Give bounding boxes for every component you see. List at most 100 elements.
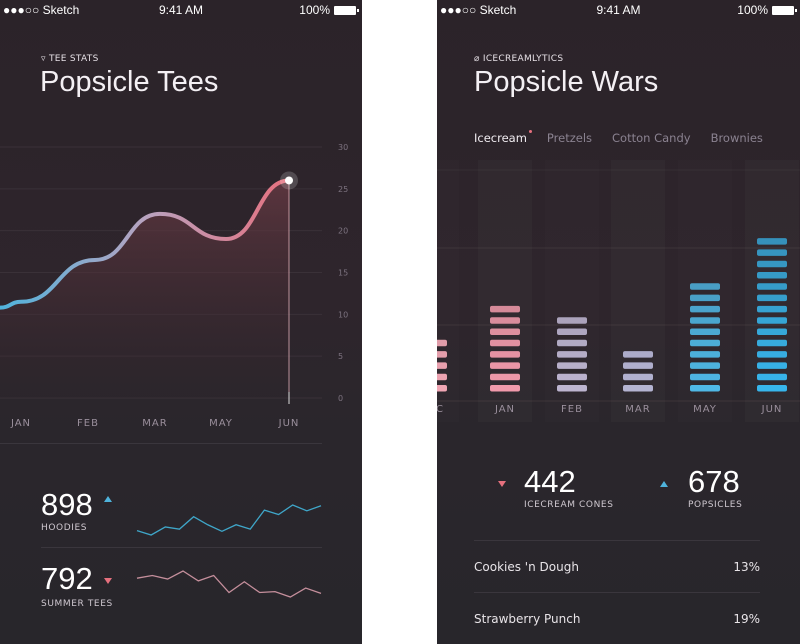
- left-phone-screen: ●●●○○ Sketch 9:41 AM 100% ▿ TEE STATS Po…: [0, 0, 362, 644]
- divider: [0, 443, 322, 444]
- item-percent: 13%: [733, 560, 760, 574]
- tab-cotton-candy[interactable]: Cotton Candy: [612, 131, 691, 145]
- area-line: [0, 178, 291, 310]
- stat-hoodies: 898 HOODIES: [41, 487, 93, 533]
- y-tick-label: 25: [338, 185, 348, 194]
- stat-label: POPSICLES: [688, 500, 743, 510]
- bar-segment: [623, 362, 653, 369]
- x-tick-label: MAR: [625, 404, 650, 415]
- area-fill: [0, 180, 289, 398]
- bar-segment: [690, 317, 720, 324]
- y-tick-label: 30: [338, 143, 348, 152]
- bar-segment: [757, 283, 787, 290]
- section-kicker: ▿ TEE STATS: [41, 54, 99, 64]
- y-tick-label: 0: [338, 394, 343, 403]
- tab-pretzels[interactable]: Pretzels: [546, 131, 593, 145]
- section-kicker: ⌀ ICECREAMLYTICS: [474, 54, 564, 64]
- bar-segment: [757, 373, 787, 381]
- bar-segment: [490, 373, 520, 381]
- bar-segment: [757, 328, 787, 335]
- x-tick-label: FEB: [77, 418, 99, 429]
- leaf-icon: ⌀: [474, 54, 483, 64]
- carrier: ●●●○○ Sketch: [440, 3, 517, 17]
- trend-down-icon: [498, 481, 506, 487]
- y-tick-label: 5: [338, 352, 343, 361]
- bar-segment: [690, 373, 720, 381]
- trend-up-icon: [660, 481, 668, 487]
- clock: 9:41 AM: [158, 3, 204, 17]
- battery-icon: [334, 5, 359, 15]
- column-band: [545, 160, 599, 422]
- x-tick-label: JAN: [10, 418, 31, 429]
- x-tick-label: MAY: [209, 418, 233, 429]
- bar-segment: [690, 385, 720, 392]
- item-percent: 19%: [733, 612, 760, 626]
- y-tick-label: 20: [338, 227, 348, 236]
- bar-segment: [690, 294, 720, 302]
- category-tabs: Icecream Pretzels Cotton Candy Brownies: [474, 130, 763, 145]
- column-band: [678, 160, 732, 422]
- bar-segment: [690, 362, 720, 369]
- bar-segment: [437, 339, 447, 347]
- bar-segment: [490, 328, 520, 335]
- bar-segment: [437, 373, 447, 381]
- divider: [474, 540, 760, 541]
- stat-popsicles: 678 POPSICLES: [688, 464, 742, 510]
- stat-value: 442: [524, 464, 576, 499]
- bar-segment: [757, 260, 787, 268]
- column-band: [611, 160, 665, 422]
- list-item[interactable]: Cookies 'n Dough 13%: [474, 560, 760, 574]
- x-tick-label: MAR: [142, 418, 167, 429]
- bar-segment: [690, 328, 720, 335]
- bar-chart[interactable]: DEC JAN FEB MAR MAY JUN: [437, 0, 800, 644]
- battery-icon: [772, 5, 797, 15]
- bar-segment: [757, 385, 787, 392]
- x-tick-label: MAY: [693, 404, 717, 415]
- page-title: Popsicle Tees: [40, 66, 219, 98]
- battery-percent: 100%: [299, 3, 330, 17]
- bar-segment: [557, 362, 587, 369]
- stat-label: ICECREAM CONES: [524, 500, 614, 510]
- area-chart[interactable]: 0 5 10 15 20 25 30 JAN FEB MAR MAY JUN: [0, 0, 362, 644]
- bar-segment: [690, 305, 720, 313]
- divider: [474, 592, 760, 593]
- bar-segment: [690, 351, 720, 358]
- bar-segment: [757, 238, 787, 245]
- stat-value: 898: [41, 487, 93, 522]
- trend-up-icon: [104, 496, 112, 502]
- bar-segment: [623, 373, 653, 381]
- stat-label: HOODIES: [41, 523, 88, 533]
- tab-brownies[interactable]: Brownies: [710, 131, 763, 145]
- battery-percent: 100%: [737, 3, 768, 17]
- bar-segment: [623, 351, 653, 358]
- bar-segment: [557, 373, 587, 381]
- item-name: Cookies 'n Dough: [474, 560, 579, 574]
- column-band: [437, 160, 459, 422]
- bar-segment: [757, 351, 787, 358]
- divider: [41, 547, 322, 548]
- bar-segment: [557, 351, 587, 358]
- status-bar: ●●●○○ Sketch 9:41 AM 100%: [437, 0, 800, 20]
- stat-icecream-cones: 442 ICECREAM CONES: [524, 464, 614, 510]
- bar-segment: [757, 294, 787, 302]
- carrier: ●●●○○ Sketch: [3, 3, 80, 17]
- y-tick-label: 15: [338, 269, 348, 278]
- bar-segment: [757, 272, 787, 279]
- bar-segment: [557, 317, 587, 324]
- page-title: Popsicle Wars: [474, 66, 659, 98]
- bar-segment: [490, 385, 520, 392]
- bar-segment: [490, 339, 520, 347]
- y-tick-label: 10: [338, 310, 348, 319]
- bar-segment: [757, 249, 787, 256]
- bar-segment: [757, 362, 787, 369]
- clock: 9:41 AM: [596, 3, 641, 17]
- sparkline-hoodies: [136, 504, 322, 536]
- bar-segment: [690, 283, 720, 290]
- bar-segment: [690, 339, 720, 347]
- bar-segment: [490, 351, 520, 358]
- tshirt-icon: ▿: [41, 54, 49, 64]
- tab-icecream[interactable]: Icecream: [474, 130, 532, 145]
- list-item[interactable]: Strawberry Punch 19%: [474, 612, 760, 626]
- bar-segment: [757, 305, 787, 313]
- stat-value: 792: [41, 561, 93, 596]
